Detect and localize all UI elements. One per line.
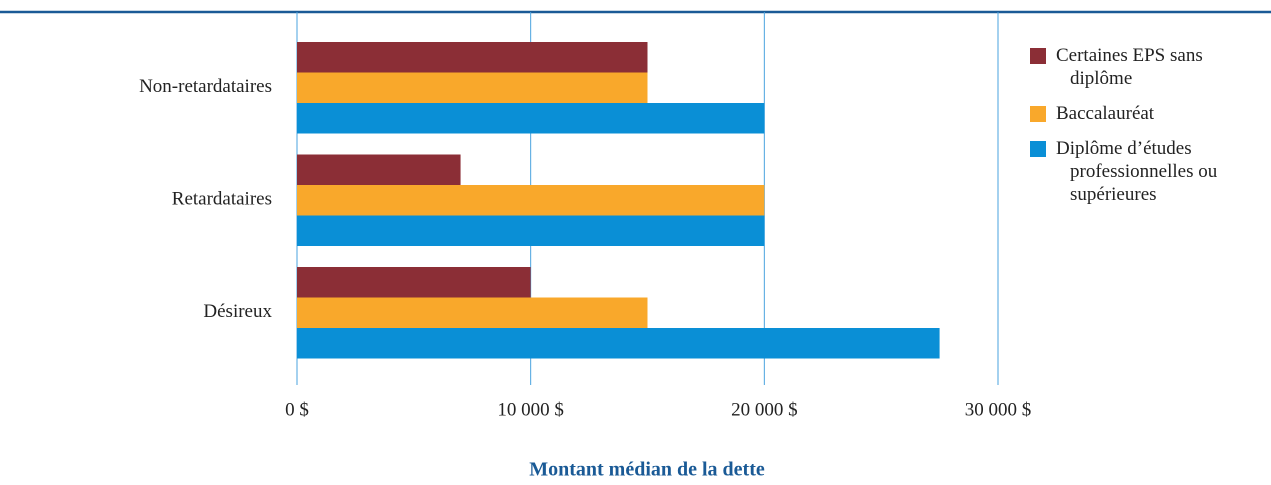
bar [297,154,461,185]
y-tick-label: Retardataires [172,189,272,210]
x-tick-label: 0 $ [285,399,309,420]
legend-swatch [1030,141,1046,157]
bar [297,185,765,216]
x-tick-label: 10 000 $ [497,399,564,420]
legend-label: Baccalauréat [1056,103,1155,124]
bar [297,42,648,73]
legend-swatch [1030,106,1046,122]
x-tick-label: 30 000 $ [965,399,1032,420]
legend-item: Certaines EPS sans diplôme [1030,44,1250,90]
legend-item: Baccalauréat [1030,102,1250,125]
x-axis-title: Montant médian de la dette [529,459,765,481]
bar [297,215,765,246]
bar [297,328,940,359]
legend-swatch [1030,48,1046,64]
bar [297,267,531,298]
bar [297,297,648,328]
x-tick-label: 20 000 $ [731,399,798,420]
y-tick-label: Désireux [203,301,272,322]
legend: Certaines EPS sans diplôme Baccalauréat Di… [1030,44,1250,218]
y-tick-label: Non-retardataires [139,76,272,97]
bar [297,103,765,134]
legend-label: Diplôme d’études professionnelles ou sup… [1056,138,1218,205]
legend-label: Certaines EPS sans diplôme [1056,45,1203,89]
bar [297,72,648,103]
legend-item: Diplôme d’études professionnelles ou sup… [1030,137,1250,206]
